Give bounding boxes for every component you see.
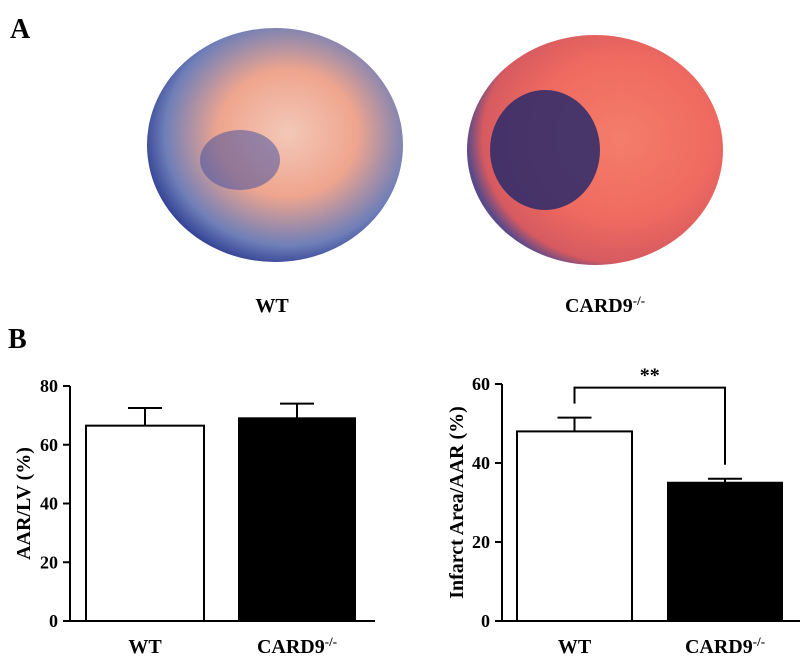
panel-label: B: [8, 324, 27, 355]
bar: [667, 481, 783, 622]
stain: [200, 130, 280, 190]
y-tick-label: 60: [472, 374, 490, 394]
y-tick-label: 0: [481, 611, 490, 631]
y-axis-label: Infarct Area/AAR (%): [446, 406, 468, 599]
y-tick-label: 40: [40, 494, 58, 514]
x-tick-label: WT: [128, 636, 162, 658]
significance-bracket: [573, 386, 726, 465]
y-tick-label: 80: [40, 376, 58, 396]
y-tick-label: 40: [472, 453, 490, 473]
photo-label: WT: [255, 295, 289, 317]
y-tick-label: 60: [40, 435, 58, 455]
x-tick-label: CARD9-/-: [257, 634, 337, 659]
photo-label: CARD9-/-: [565, 293, 645, 318]
stain: [490, 90, 600, 210]
panel-label: A: [10, 14, 31, 45]
heart-photo: [147, 28, 403, 262]
x-tick-label: WT: [558, 636, 592, 658]
y-tick-label: 20: [40, 552, 58, 572]
annotation: **: [640, 365, 660, 387]
bar: [516, 430, 633, 622]
bar: [238, 417, 356, 622]
x-tick-label: CARD9-/-: [685, 634, 765, 659]
bar: [85, 424, 205, 622]
y-tick-label: 20: [472, 532, 490, 552]
y-tick-label: 0: [49, 611, 58, 631]
y-axis-label: AAR/LV (%): [13, 447, 35, 560]
